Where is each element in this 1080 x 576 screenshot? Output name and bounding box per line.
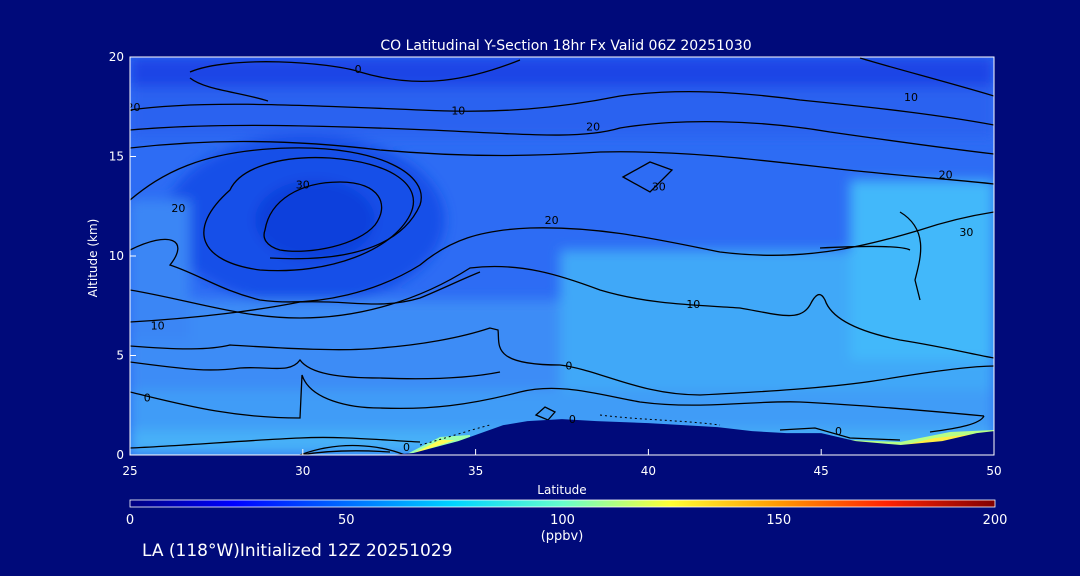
contour-label: 20	[939, 168, 953, 181]
y-tick-label: 15	[109, 150, 124, 164]
x-tick-label: 45	[814, 464, 829, 478]
contour-label: 10	[904, 91, 918, 104]
contour-label: 30	[652, 180, 666, 193]
contour-label: 0	[355, 63, 362, 76]
contour-label: 10	[151, 320, 165, 333]
footer-initialized-text: LA (118°W)Initialized 12Z 20251029	[142, 541, 453, 561]
x-tick-label: 50	[986, 464, 1001, 478]
contour-label: 0	[403, 441, 410, 454]
contour-label: 0	[144, 391, 151, 404]
colorbar-tick-label: 50	[338, 513, 355, 528]
x-tick-label: 25	[122, 464, 137, 478]
chart-title: CO Latitudinal Y-Section 18hr Fx Valid 0…	[380, 38, 751, 54]
contour-label: 10	[686, 298, 700, 311]
x-tick-label: 40	[641, 464, 656, 478]
contour-label: 0	[835, 425, 842, 438]
contour-dotted	[419, 414, 721, 446]
y-tick-label: 10	[109, 249, 124, 263]
y-axis: 0 5 10 15 20	[109, 50, 136, 462]
plot-area: 0 10 20 20 10 30 30 20 20 20 30 10 10 0 0 0 0 0	[126, 57, 994, 455]
contour-labels: 0 10 20 20 10 30 30 20 20 20 30 10 10 0 0 0 0 0	[126, 63, 973, 454]
contour-label: 20	[586, 121, 600, 134]
x-axis: 25 30 35 40 45 50	[122, 449, 1002, 478]
colorbar-tick-label: 150	[766, 513, 791, 528]
x-tick-label: 35	[468, 464, 483, 478]
y-tick-label: 5	[116, 349, 124, 363]
colorbar: 0 50 100 150 200 (ppbv)	[126, 499, 1008, 544]
contour-label: 20	[545, 214, 559, 227]
contour-label: 20	[171, 202, 185, 215]
contour-label: 30	[959, 226, 973, 239]
colorbar-tick-label: 0	[126, 513, 134, 528]
colorbar-tick-label: 100	[550, 513, 575, 528]
y-axis-label: Altitude (km)	[86, 219, 100, 298]
x-axis-label: Latitude	[537, 483, 586, 497]
contour-label: 0	[565, 359, 572, 372]
colorbar-unit: (ppbv)	[541, 529, 584, 544]
contour-label: 30	[296, 178, 310, 191]
y-tick-label: 20	[109, 50, 124, 64]
contour-label: 10	[451, 105, 465, 118]
contour-label: 0	[569, 413, 576, 426]
colorbar-gradient	[129, 499, 996, 508]
y-tick-label: 0	[116, 448, 124, 462]
colorbar-tick-label: 200	[983, 513, 1008, 528]
colorbar-ticks: 0 50 100 150 200	[126, 513, 1008, 528]
color-field	[130, 57, 994, 455]
x-tick-label: 30	[295, 464, 310, 478]
contour-label: 20	[126, 101, 140, 114]
terrain-mask	[130, 419, 994, 455]
contour-lines	[130, 57, 994, 455]
